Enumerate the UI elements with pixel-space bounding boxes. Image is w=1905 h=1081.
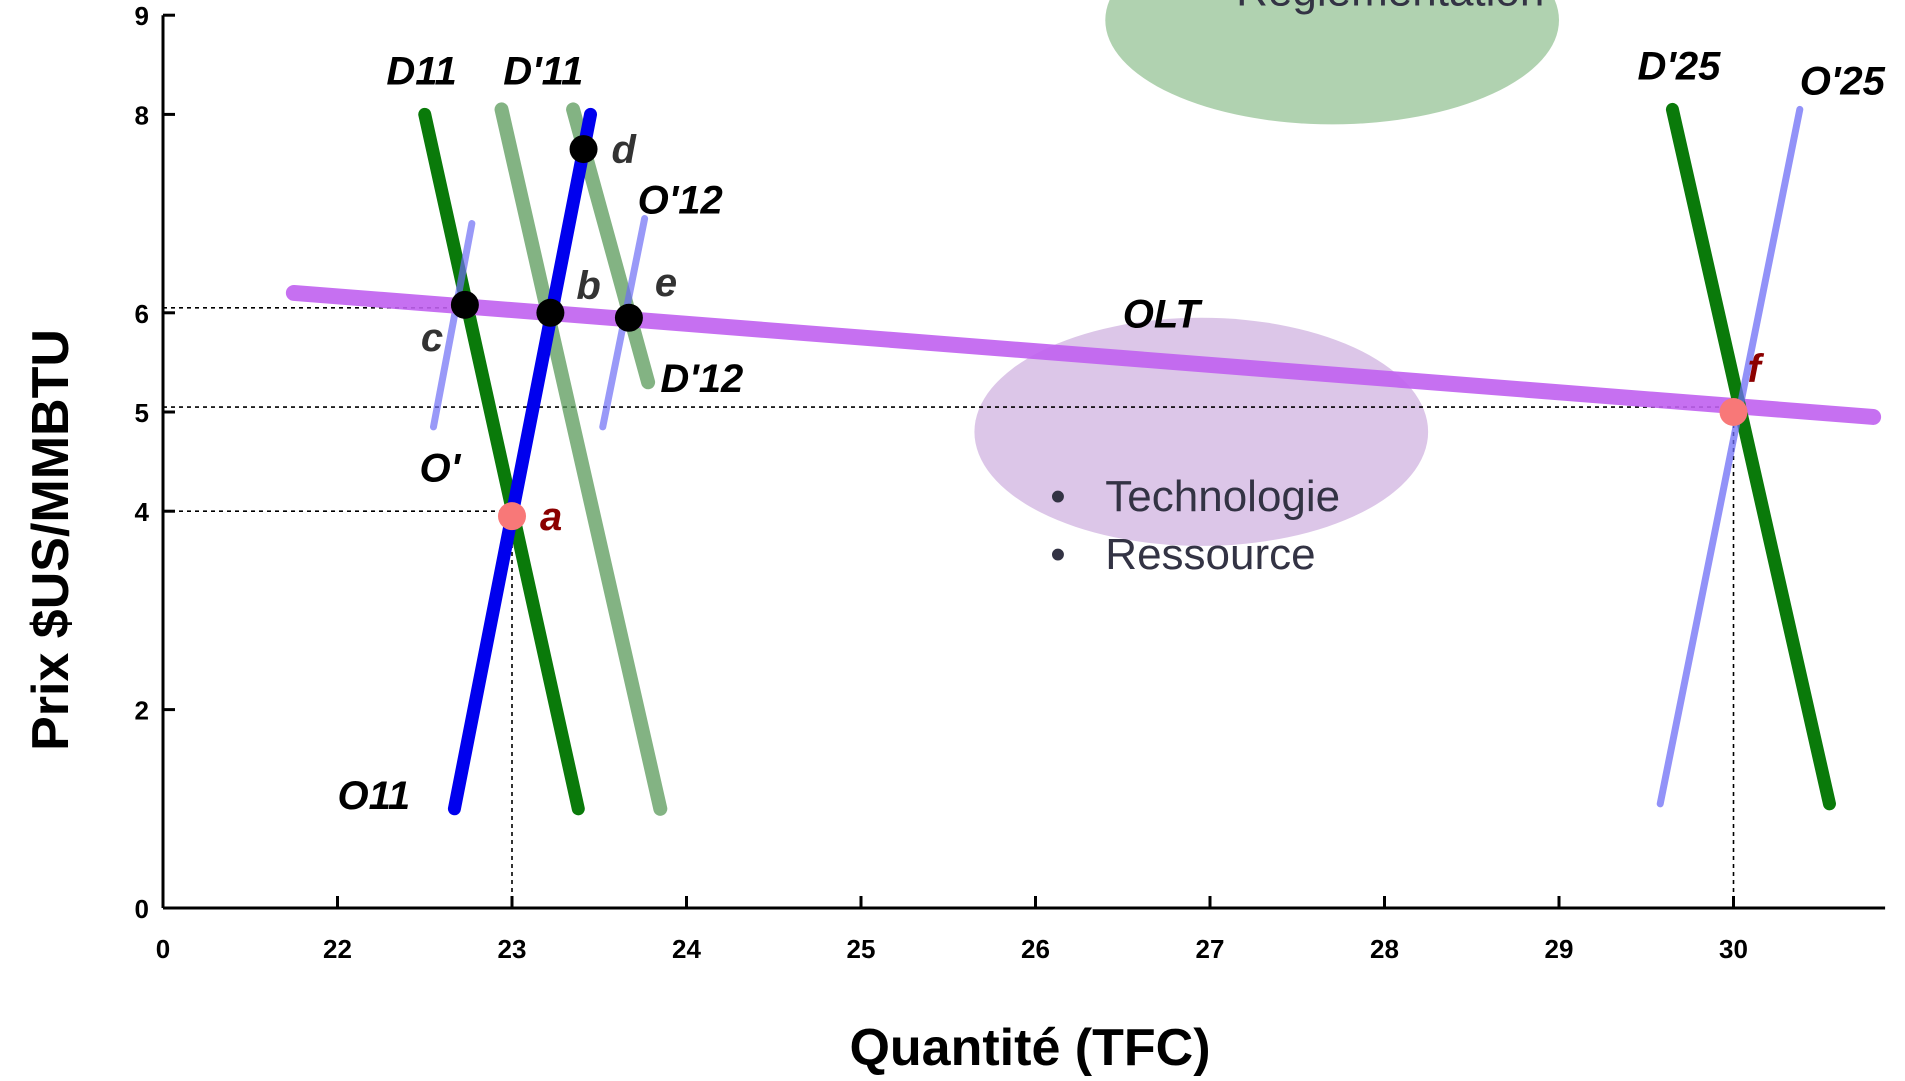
bullet-text-ressource: Ressource — [1105, 530, 1315, 579]
annotation-layer: • Réglementation • Technologie • Ressource — [974, 0, 1559, 579]
y-tick-label: 2 — [135, 696, 149, 726]
bullet-dot: • — [1050, 530, 1065, 579]
x-tick-label: 30 — [1719, 934, 1748, 964]
point-e — [614, 303, 643, 332]
point-b — [536, 298, 565, 327]
point-label-c: c — [421, 316, 443, 360]
annotation-ellipse-0 — [1105, 0, 1559, 125]
equilibrium-points: a b c d e f — [421, 128, 1765, 539]
y-tick-label: 8 — [135, 100, 149, 130]
point-label-a: a — [540, 495, 562, 539]
x-tick-label: 28 — [1370, 934, 1399, 964]
curve-labels: D11 D'11 O'12 D'12 O' O11 OLT D'25 O'25 — [338, 45, 1886, 818]
series-line-op25 — [1656, 105, 1804, 808]
curve-label-d11: D11 — [386, 50, 456, 94]
point-label-f: f — [1748, 347, 1765, 391]
bullet-text-technologie: Technologie — [1105, 472, 1340, 521]
curve-label-op25: O'25 — [1800, 60, 1886, 104]
x-tick-label: 0 — [156, 934, 170, 964]
bullet-dot: • — [1181, 0, 1196, 15]
curve-label-o11: O11 — [338, 774, 411, 818]
x-tick-label: 22 — [323, 934, 352, 964]
point-a — [498, 502, 526, 531]
y-tick-label: 5 — [135, 398, 149, 428]
point-c — [450, 290, 479, 319]
y-axis-title: Prix $US/MMBTU — [22, 329, 80, 751]
curve-label-olt: OLT — [1123, 293, 1204, 337]
x-tick-label: 24 — [672, 934, 701, 964]
x-tick-label: 29 — [1545, 934, 1574, 964]
y-tick-label: 9 — [135, 1, 149, 31]
x-axis-title: Quantité (TFC) — [849, 1019, 1210, 1077]
curve-label-dp11: D'11 — [503, 50, 583, 94]
series-line-dp11 — [494, 102, 668, 816]
reference-lines — [163, 307, 1735, 908]
series-line-dp25 — [1665, 102, 1836, 811]
y-tick-label: 4 — [135, 497, 150, 527]
x-tick-label: 23 — [498, 934, 527, 964]
curve-label-op12: O'12 — [638, 179, 723, 223]
y-tick-label: 6 — [135, 299, 149, 329]
series-line-op — [429, 220, 476, 431]
point-f — [1719, 398, 1748, 426]
y-tick-label: 0 — [135, 894, 149, 924]
series-line-o11 — [447, 107, 598, 816]
curve-label-dp25: D'25 — [1638, 45, 1722, 89]
curve-label-op: O' — [420, 446, 462, 490]
x-tick-label: 25 — [847, 934, 876, 964]
x-tick-label: 26 — [1021, 934, 1050, 964]
bullet-text-réglementation: Réglementation — [1236, 0, 1544, 15]
point-label-e: e — [655, 261, 677, 305]
curve-label-dp12: D'12 — [660, 357, 743, 401]
series-line-d11 — [418, 107, 585, 816]
x-tick-label: 27 — [1196, 934, 1225, 964]
point-label-d: d — [612, 128, 638, 172]
point-d — [569, 135, 598, 164]
bullet-dot: • — [1050, 472, 1065, 521]
point-label-b: b — [576, 264, 600, 308]
